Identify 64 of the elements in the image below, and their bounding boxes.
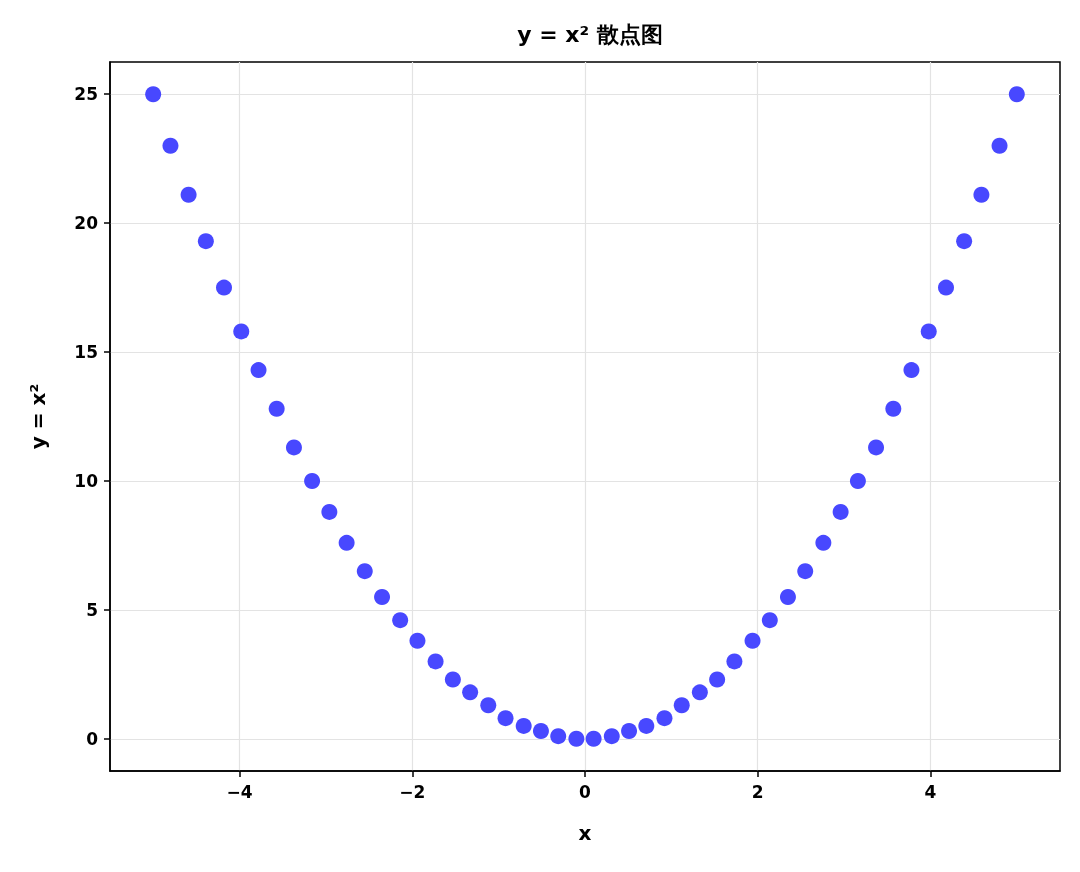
y-tick-label: 25 — [74, 84, 98, 105]
y-tick-label: 0 — [86, 728, 99, 749]
point — [197, 233, 214, 250]
point — [250, 362, 267, 379]
point — [956, 233, 973, 250]
point — [709, 671, 726, 688]
y-tick-label: 5 — [86, 599, 98, 620]
point — [338, 534, 355, 551]
point — [903, 362, 920, 379]
x-tick-label: 4 — [924, 781, 937, 802]
point — [938, 279, 954, 296]
point — [180, 186, 197, 203]
point — [427, 653, 444, 670]
point — [673, 697, 690, 714]
point — [568, 730, 585, 747]
point — [216, 279, 232, 296]
y-axis-title: y = x² — [26, 383, 50, 450]
point — [162, 137, 179, 154]
x-tick-label: 0 — [579, 781, 592, 802]
point — [849, 472, 866, 489]
point — [515, 717, 532, 734]
y-tick-label: 20 — [74, 213, 99, 234]
point — [832, 503, 849, 520]
point — [603, 728, 620, 745]
point — [374, 588, 391, 605]
point — [462, 684, 479, 701]
x-tick-label: −2 — [399, 781, 426, 802]
x-tick-label: 2 — [751, 781, 764, 802]
point — [991, 137, 1008, 154]
point — [815, 534, 832, 551]
point — [920, 323, 937, 340]
point — [444, 671, 461, 688]
point — [797, 563, 814, 580]
point — [761, 612, 778, 629]
point — [638, 717, 655, 734]
point — [779, 588, 796, 605]
y-tick-label: 15 — [74, 342, 98, 363]
point — [233, 323, 250, 340]
point — [550, 728, 567, 745]
y-tick-label: 10 — [74, 470, 99, 491]
point — [885, 400, 902, 417]
point — [656, 710, 673, 727]
x-axis-title: x — [578, 821, 592, 845]
point — [868, 439, 885, 456]
point — [1008, 86, 1025, 103]
point — [726, 653, 743, 670]
point — [392, 612, 409, 629]
x-tick-label: −4 — [226, 781, 253, 802]
point — [497, 710, 514, 727]
point — [268, 400, 285, 417]
chart-title: y = x² 散点图 — [517, 21, 663, 47]
point — [285, 439, 302, 456]
point — [409, 632, 426, 649]
point — [744, 632, 761, 649]
point — [691, 684, 708, 701]
point — [145, 86, 162, 103]
point — [621, 723, 638, 740]
point — [304, 472, 321, 489]
point — [973, 186, 990, 203]
point — [585, 730, 602, 747]
point — [480, 697, 497, 714]
point — [356, 563, 373, 580]
point — [321, 503, 338, 520]
point — [532, 723, 549, 740]
